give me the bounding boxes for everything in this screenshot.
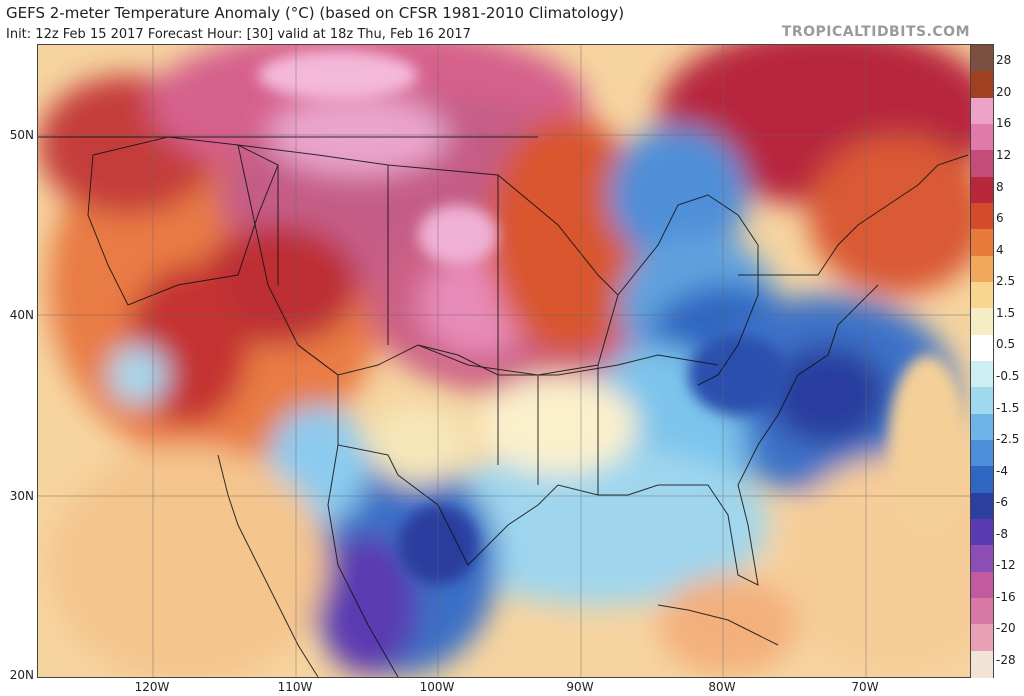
brand-watermark: TROPICALTIDBITS.COM bbox=[781, 24, 970, 40]
colorbar-label: 2.5 bbox=[996, 274, 1016, 288]
map-title: GEFS 2-meter Temperature Anomaly (°C) (b… bbox=[6, 4, 625, 22]
colorbar-label: -6 bbox=[996, 495, 1008, 509]
colorbar-segment bbox=[971, 519, 993, 546]
colorbar-segment bbox=[971, 282, 993, 309]
colorbar-segment bbox=[971, 387, 993, 415]
colorbar-segment bbox=[971, 334, 993, 362]
colorbar-segment bbox=[971, 203, 993, 230]
colorbar-label: 0.5 bbox=[996, 337, 1016, 351]
lon-label: 80W bbox=[708, 680, 736, 694]
colorbar-label: -20 bbox=[996, 621, 1016, 635]
colorbar-segment bbox=[971, 97, 993, 125]
colorbar-label: 6 bbox=[996, 211, 1004, 225]
forecast-info: Init: 12z Feb 15 2017 Forecast Hour: [30… bbox=[6, 27, 471, 42]
colorbar-segment bbox=[971, 440, 993, 467]
colorbar-segment bbox=[971, 545, 993, 573]
colorbar-segment bbox=[971, 176, 993, 204]
colorbar-label: 1.5 bbox=[996, 306, 1016, 320]
lon-label: 120W bbox=[134, 680, 170, 694]
colorbar-label: -0.5 bbox=[996, 369, 1020, 383]
colorbar-segment bbox=[971, 598, 993, 625]
colorbar-label: 8 bbox=[996, 180, 1004, 194]
colorbar-segment bbox=[971, 255, 993, 283]
colorbar-label: 4 bbox=[996, 243, 1004, 257]
colorbar-segment bbox=[971, 650, 993, 678]
colorbar-segment bbox=[971, 71, 993, 99]
colorbar-label: -2.5 bbox=[996, 432, 1020, 446]
colorbar-label: 16 bbox=[996, 116, 1012, 130]
lon-label: 100W bbox=[419, 680, 455, 694]
colorbar-segment bbox=[971, 413, 993, 441]
colorbar-label: -28 bbox=[996, 653, 1016, 667]
lon-label: 90W bbox=[566, 680, 594, 694]
colorbar-segment bbox=[971, 229, 993, 257]
lat-label: 40N bbox=[9, 308, 34, 322]
colorbar-label: -4 bbox=[996, 464, 1008, 478]
colorbar-segment bbox=[971, 466, 993, 494]
colorbar-label: 28 bbox=[996, 53, 1012, 67]
colorbar-segment bbox=[971, 150, 993, 178]
lat-label: 30N bbox=[9, 489, 34, 503]
colorbar-label: -1.5 bbox=[996, 401, 1020, 415]
colorbar-segment bbox=[971, 45, 993, 72]
colorbar bbox=[970, 44, 994, 678]
colorbar-label: -8 bbox=[996, 527, 1008, 541]
colorbar-segment bbox=[971, 624, 993, 652]
lat-label: 50N bbox=[9, 128, 34, 142]
map-canvas bbox=[38, 45, 971, 677]
colorbar-segment bbox=[971, 571, 993, 599]
colorbar-segment bbox=[971, 124, 993, 151]
lat-label: 20N bbox=[9, 668, 34, 682]
colorbar-segment bbox=[971, 308, 993, 336]
lon-label: 70W bbox=[851, 680, 879, 694]
colorbar-label: 12 bbox=[996, 148, 1012, 162]
colorbar-segment bbox=[971, 492, 993, 520]
lon-label: 110W bbox=[277, 680, 313, 694]
colorbar-segment bbox=[971, 361, 993, 388]
colorbar-label: -16 bbox=[996, 590, 1016, 604]
colorbar-label: 20 bbox=[996, 85, 1012, 99]
temperature-anomaly-map bbox=[37, 44, 972, 678]
colorbar-label: -12 bbox=[996, 558, 1016, 572]
